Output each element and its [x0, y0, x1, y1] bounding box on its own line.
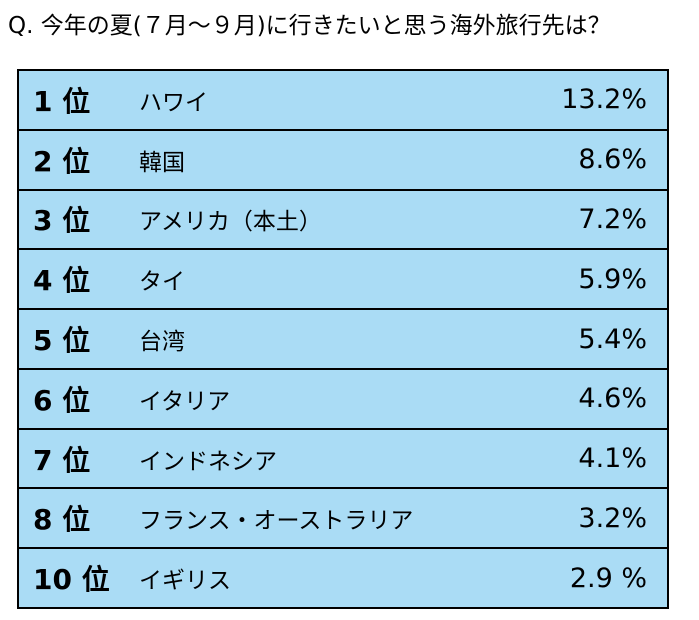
rank-label: 6 位 — [33, 383, 91, 417]
ranking-row-3: 3 位 アメリカ（本土） 7.2% — [19, 191, 667, 251]
percent-value: 8.6% — [578, 144, 647, 176]
percent-value: 7.2% — [578, 203, 647, 235]
destination-name: ハワイ — [139, 89, 208, 116]
destination-name: 韓国 — [139, 149, 185, 176]
destination-name: イタリア — [139, 388, 231, 415]
ranking-row-10: 10 位 イギリス 2.9 % — [19, 549, 667, 607]
rank-label: 3 位 — [33, 204, 91, 238]
ranking-row-6: 6 位 イタリア 4.6% — [19, 370, 667, 430]
percent-value: 5.9% — [578, 263, 647, 295]
rank-label: 1 位 — [33, 84, 91, 118]
ranking-row-8: 8 位 フランス・オーストラリア 3.2% — [19, 489, 667, 550]
percent-value: 4.1% — [578, 443, 647, 475]
percent-value: 13.2% — [561, 84, 647, 116]
rank-label: 7 位 — [33, 443, 91, 477]
percent-value: 4.6% — [578, 383, 647, 415]
rank-label: 4 位 — [33, 264, 91, 298]
destination-name: フランス・オーストラリア — [139, 508, 414, 535]
ranking-row-1: 1 位 ハワイ 13.2% — [19, 71, 667, 131]
ranking-row-5: 5 位 台湾 5.4% — [19, 310, 667, 370]
rank-label: 5 位 — [33, 324, 91, 358]
survey-question: Q. 今年の夏(７月〜９月)に行きたいと思う海外旅行先は？ — [8, 13, 611, 39]
rank-label: 2 位 — [33, 144, 91, 178]
rank-label: 10 位 — [33, 563, 110, 597]
rank-label: 8 位 — [33, 503, 91, 537]
percent-value: 2.9 % — [569, 562, 647, 594]
destination-name: アメリカ（本土） — [139, 209, 322, 236]
ranking-table: 1 位 ハワイ 13.2% 2 位 韓国 8.6% 3 位 アメリカ（本土） 7… — [17, 69, 669, 609]
ranking-row-4: 4 位 タイ 5.9% — [19, 250, 667, 311]
destination-name: タイ — [139, 269, 185, 296]
destination-name: 台湾 — [139, 329, 185, 356]
ranking-row-2: 2 位 韓国 8.6% — [19, 131, 667, 191]
ranking-row-7: 7 位 インドネシア 4.1% — [19, 430, 667, 490]
percent-value: 3.2% — [578, 502, 647, 534]
destination-name: インドネシア — [139, 448, 277, 475]
destination-name: イギリス — [139, 568, 231, 595]
percent-value: 5.4% — [578, 323, 647, 355]
